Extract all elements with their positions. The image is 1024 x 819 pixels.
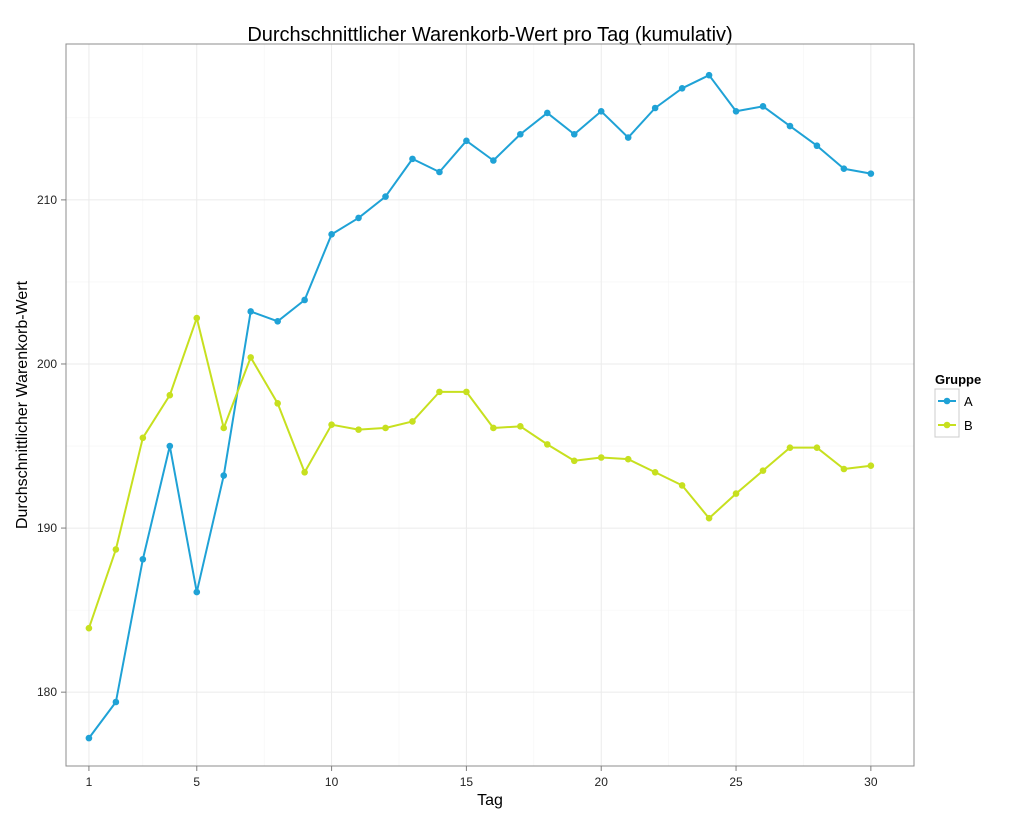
series-a-point [382,193,389,200]
series-a-point [867,170,875,177]
y-tick-label: 190 [37,521,57,535]
x-tick-label: 20 [595,775,609,789]
series-a-point [678,85,686,92]
series-a-point [759,103,767,110]
series-a-point [840,165,848,173]
series-b-point [355,426,362,433]
x-tick-label: 30 [864,775,878,789]
series-a-point [543,109,551,117]
series-b-point [166,391,174,399]
series-b-point [678,482,686,489]
series-a-point [624,134,632,141]
series-b-point [813,444,821,451]
series-a-point [112,698,120,706]
series-a-point [786,122,794,130]
legend-items: AB [938,394,973,433]
series-a-point [355,214,362,222]
series-b-point [436,388,443,396]
series-b-point [463,388,470,396]
legend-swatch-point [943,397,951,405]
y-axis-title: Durchschnittlicher Warenkorb-Wert [14,280,31,529]
series-b-point [597,454,605,461]
series-b-point [490,424,497,432]
series-b-point [705,514,713,522]
series-a-point [301,296,308,304]
series-b-point [517,423,524,430]
x-tick-label: 5 [193,775,200,789]
series-a-point [490,157,497,164]
series-b-point [732,490,740,497]
y-tick-label: 210 [37,193,57,207]
grid [66,44,914,766]
series-a [85,71,875,742]
x-tick-label: 15 [460,775,474,789]
x-tick-label: 25 [729,775,743,789]
series-b-point [382,424,389,432]
series-b [85,314,875,632]
series-b-point [220,424,228,432]
series-a-line [88,74,872,739]
series-a-point [85,734,93,742]
series-a-point [409,155,416,163]
series-a-point [517,130,524,138]
legend-title: Gruppe [935,372,981,387]
chart-title: Durchschnittlicher Warenkorb-Wert pro Ta… [247,24,732,46]
x-tick-label: 1 [86,775,93,789]
series-a-point [166,442,174,450]
series-a-point [193,588,201,596]
y-tick-label: 200 [37,357,57,371]
series-a-point [247,308,254,315]
series-b-point [247,354,254,361]
series-b-point [786,444,794,451]
legend-item-a: A [938,394,973,409]
legend-box [934,388,960,438]
legend: Gruppe AB [934,372,981,438]
series-b-point [409,418,416,425]
y-tick-label: 180 [37,685,57,699]
legend-swatch-point [943,421,951,429]
series-a-point [597,107,605,115]
series-b-point [543,441,551,448]
series-b-point [651,468,659,476]
series-a-point [139,555,147,563]
series-b-point [759,467,767,474]
series-b-point [624,455,632,463]
series-b-point [139,434,147,442]
legend-item-b: B [938,418,973,433]
series-a-point [570,130,578,138]
series-b-point [570,457,578,465]
series-a-point [436,168,443,176]
series-a-point [463,137,470,145]
series-a-point [705,71,713,79]
x-axis-title: Tag [477,792,503,809]
legend-label: B [964,418,973,433]
series-a-point [220,472,228,479]
series-b-line [87,317,871,629]
legend-label: A [964,394,973,409]
series-a-point [651,104,659,112]
series-a-point [732,107,740,115]
series [85,71,875,742]
series-b-point [328,421,335,428]
x-tick-label: 10 [325,775,339,789]
series-b-point [840,465,848,473]
series-a-point [274,318,281,325]
series-b-point [301,468,308,476]
series-b-point [85,624,93,632]
series-b-point [274,400,281,407]
series-b-point [867,462,875,470]
series-b-point [112,546,120,553]
plot-panel-border [65,43,915,767]
series-a-point [813,142,821,150]
series-a-point [328,231,335,238]
series-b-point [193,314,201,322]
